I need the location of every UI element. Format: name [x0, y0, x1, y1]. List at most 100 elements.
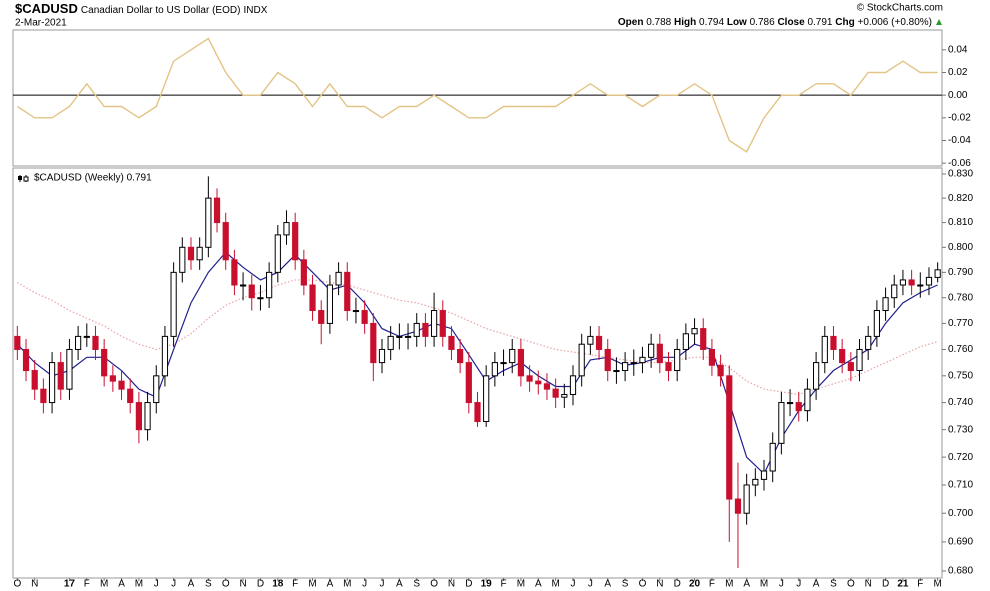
x-tick-label: A: [327, 579, 334, 590]
candle-body: [621, 362, 629, 372]
date: 2-Mar-2021: [15, 18, 67, 29]
candle-body: [31, 370, 38, 390]
candle-body: [717, 364, 724, 377]
candle-body: [439, 310, 446, 337]
candle-body: [292, 222, 299, 261]
x-tick-label: N: [448, 579, 455, 590]
candle-body: [552, 388, 559, 398]
y-tick-label: 0.750: [948, 370, 973, 381]
candle-body: [700, 328, 707, 350]
candle-body: [821, 335, 828, 364]
x-tick-label: S: [622, 579, 629, 590]
x-tick-label: O: [13, 579, 21, 590]
candle-body: [604, 348, 611, 372]
candle-body: [135, 402, 142, 431]
candle-body: [795, 402, 802, 412]
candle-body: [48, 362, 56, 404]
x-tick-label: M: [760, 579, 768, 590]
header-line: $CADUSD Canadian Dollar to US Dollar (EO…: [15, 1, 268, 16]
x-tick-label: A: [396, 579, 403, 590]
candle-body: [665, 362, 672, 372]
credit: © StockCharts.com: [857, 3, 943, 14]
legend: $CADUSD (Weekly) 0.791: [34, 173, 152, 184]
candle-body: [101, 348, 108, 377]
x-tick-label: O: [222, 579, 230, 590]
x-tick-label: A: [188, 579, 195, 590]
x-tick-label: J: [796, 579, 801, 590]
x-tick-label: O: [430, 579, 438, 590]
moving-average: [17, 279, 938, 396]
candle-body: [752, 478, 759, 486]
candle-body: [118, 380, 125, 390]
candle-body: [75, 335, 82, 350]
candle-body: [613, 370, 620, 373]
candle-body: [769, 442, 776, 472]
candle-body: [804, 388, 811, 412]
x-tick-label: 18: [272, 579, 284, 590]
y-tick-label: -0.02: [948, 112, 971, 123]
candle-body: [22, 348, 30, 372]
candle-body: [222, 222, 229, 261]
quote-label: Chg: [835, 17, 854, 28]
x-tick-label: S: [830, 579, 837, 590]
quote-value: 0.794: [699, 17, 724, 28]
x-tick-label: N: [31, 579, 38, 590]
candle-body: [509, 348, 516, 364]
y-tick-label: 0.690: [948, 537, 973, 548]
y-tick-label: 0.770: [948, 318, 973, 329]
x-tick-label: D: [465, 579, 472, 590]
quote-label: High: [674, 17, 696, 28]
candle-body: [344, 271, 351, 312]
x-tick-label: F: [709, 579, 715, 590]
quote: Open 0.788 High 0.794 Low 0.786 Close 0.…: [618, 17, 932, 28]
y-tick-label: 0.680: [948, 566, 973, 577]
candle-body: [326, 284, 334, 324]
candle-body: [161, 335, 169, 377]
x-tick-label: A: [743, 579, 750, 590]
candle-body: [335, 271, 342, 286]
x-tick-label: 19: [481, 579, 493, 590]
candle-body: [422, 322, 429, 337]
candle-body: [109, 375, 116, 382]
candle-body: [682, 333, 689, 350]
candle-body: [66, 348, 73, 390]
candle-body: [587, 335, 594, 345]
y-tick-label: 0.790: [948, 267, 973, 278]
candle-body: [83, 335, 90, 338]
x-tick-label: M: [551, 579, 559, 590]
x-tick-label: M: [308, 579, 316, 590]
quote-value: +0.006 (+0.80%): [858, 17, 933, 28]
x-tick-label: D: [674, 579, 681, 590]
x-tick-label: M: [517, 579, 525, 590]
x-tick-label: S: [205, 579, 212, 590]
candle-body: [378, 348, 386, 364]
x-tick-label: N: [656, 579, 663, 590]
x-tick-label: A: [813, 579, 820, 590]
candle-body: [648, 343, 655, 358]
quote-label: Close: [777, 17, 805, 28]
candle-body: [465, 362, 472, 404]
candle-body: [153, 375, 160, 404]
y-tick-label: 0.730: [948, 424, 973, 435]
candle-body: [413, 322, 420, 337]
candle-body: [526, 375, 533, 382]
candle-body: [934, 269, 941, 278]
quote-label: Open: [618, 17, 644, 28]
y-tick-label: 0.02: [948, 67, 968, 78]
candle-body: [196, 246, 203, 261]
candle-body: [144, 402, 151, 431]
candle-body: [309, 284, 316, 312]
x-tick-label: F: [500, 579, 506, 590]
candle-body: [491, 362, 498, 377]
x-tick-label: 17: [64, 579, 76, 590]
x-tick-label: S: [413, 579, 420, 590]
candle-body: [257, 297, 264, 300]
x-tick-label: M: [725, 579, 733, 590]
x-tick-label: M: [100, 579, 108, 590]
x-tick-label: N: [239, 579, 246, 590]
x-tick-label: A: [604, 579, 611, 590]
candle-body: [674, 348, 681, 372]
candle-body: [865, 335, 872, 350]
y-tick-label: 0.820: [948, 193, 973, 204]
